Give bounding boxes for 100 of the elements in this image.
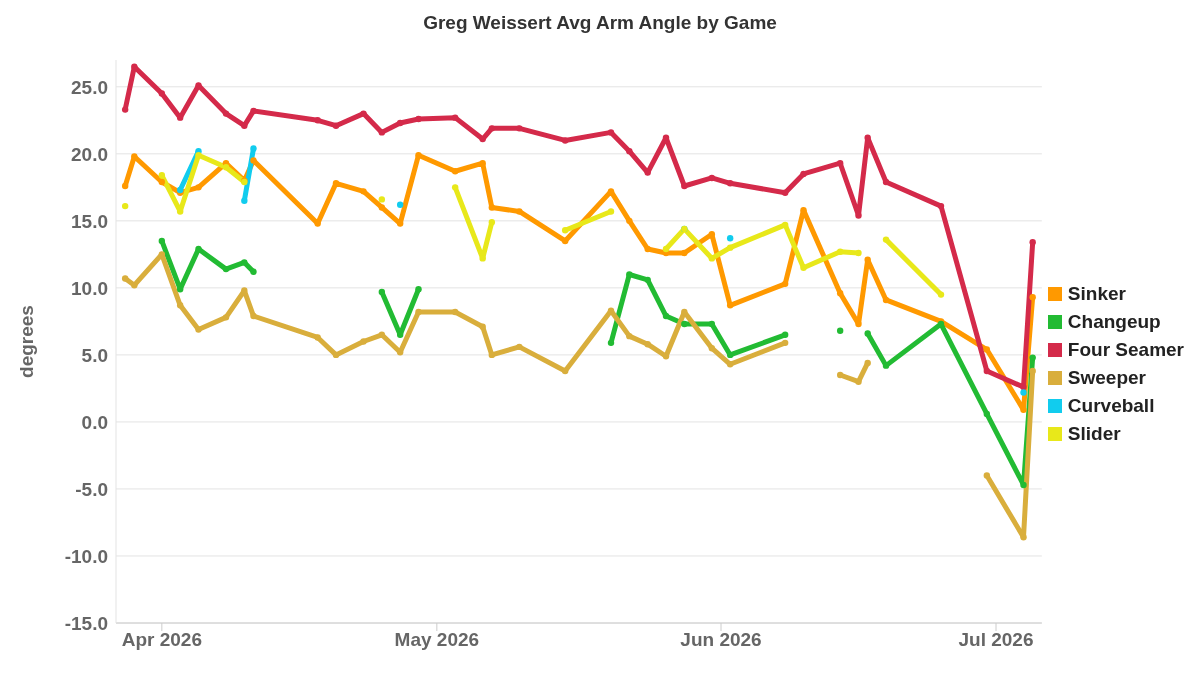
point [479, 160, 486, 167]
point [176, 286, 184, 293]
point [855, 378, 862, 385]
point [378, 129, 386, 136]
point [781, 280, 789, 288]
point [158, 172, 166, 179]
point [726, 235, 734, 242]
point [158, 237, 166, 245]
point [250, 107, 257, 115]
point [726, 244, 734, 251]
point [131, 63, 138, 70]
point [1020, 389, 1027, 396]
point [250, 157, 257, 164]
point [241, 259, 248, 266]
legend-label: Four Seamer [1067, 337, 1184, 362]
point [836, 160, 844, 167]
point [396, 119, 404, 127]
point [360, 188, 367, 195]
point [708, 320, 716, 328]
y-tick-label: -10.0 [64, 545, 108, 567]
point [644, 245, 651, 253]
point [882, 178, 890, 186]
point [131, 153, 138, 160]
y-tick-label: 0.0 [81, 411, 108, 433]
point [1029, 294, 1036, 301]
point [516, 208, 523, 215]
point [250, 268, 257, 275]
point [864, 359, 871, 367]
point [250, 145, 257, 152]
point [378, 204, 386, 211]
point [121, 275, 129, 282]
point [882, 296, 890, 304]
point [800, 170, 807, 178]
point [855, 212, 862, 219]
point [250, 312, 257, 320]
x-tick-label: May 2026 [394, 629, 480, 651]
point [451, 184, 459, 191]
point [360, 110, 367, 117]
point [781, 339, 789, 347]
point [121, 182, 129, 190]
point [561, 367, 569, 375]
point [516, 125, 523, 132]
point [415, 308, 422, 316]
point [158, 178, 166, 186]
point [158, 90, 166, 97]
y-tick-label: 5.0 [81, 344, 108, 366]
point [662, 245, 670, 253]
point [626, 271, 633, 278]
point [415, 286, 422, 293]
point [241, 197, 248, 204]
point [644, 340, 651, 348]
point [415, 151, 422, 159]
point [836, 290, 844, 297]
point [451, 168, 459, 175]
point [937, 291, 945, 298]
point [488, 125, 496, 132]
point [314, 117, 321, 124]
point [195, 184, 202, 191]
point [708, 174, 716, 182]
point [222, 314, 230, 321]
point [983, 410, 991, 418]
point [836, 371, 844, 379]
point [1029, 354, 1036, 361]
point [479, 255, 486, 262]
point [396, 201, 404, 208]
legend-label: Curveball [1067, 393, 1155, 418]
point [121, 202, 129, 210]
x-tick-label: Apr 2026 [121, 629, 202, 651]
point [451, 114, 459, 121]
y-tick-label: 20.0 [71, 143, 108, 165]
y-tick-label: 15.0 [71, 210, 108, 232]
point [864, 256, 871, 263]
point [378, 331, 386, 338]
legend-label: Slider [1067, 421, 1121, 446]
point [644, 276, 651, 284]
point [378, 288, 386, 296]
point [195, 326, 202, 333]
point [222, 164, 230, 171]
point [882, 236, 890, 243]
point [983, 346, 991, 353]
point [607, 339, 615, 347]
point [855, 249, 862, 257]
point [726, 361, 734, 368]
point [607, 208, 615, 215]
point [378, 196, 386, 203]
point [864, 134, 871, 141]
point [983, 472, 991, 479]
point [451, 308, 459, 316]
point [360, 338, 367, 345]
point [332, 351, 340, 359]
point [836, 327, 844, 334]
point [488, 204, 496, 211]
point [561, 237, 569, 245]
point [983, 367, 991, 375]
point [626, 332, 633, 340]
y-tick-label: 10.0 [71, 277, 108, 299]
point [726, 302, 734, 309]
y-tick-label: -15.0 [64, 612, 108, 634]
point [1020, 481, 1027, 489]
point [626, 147, 633, 155]
